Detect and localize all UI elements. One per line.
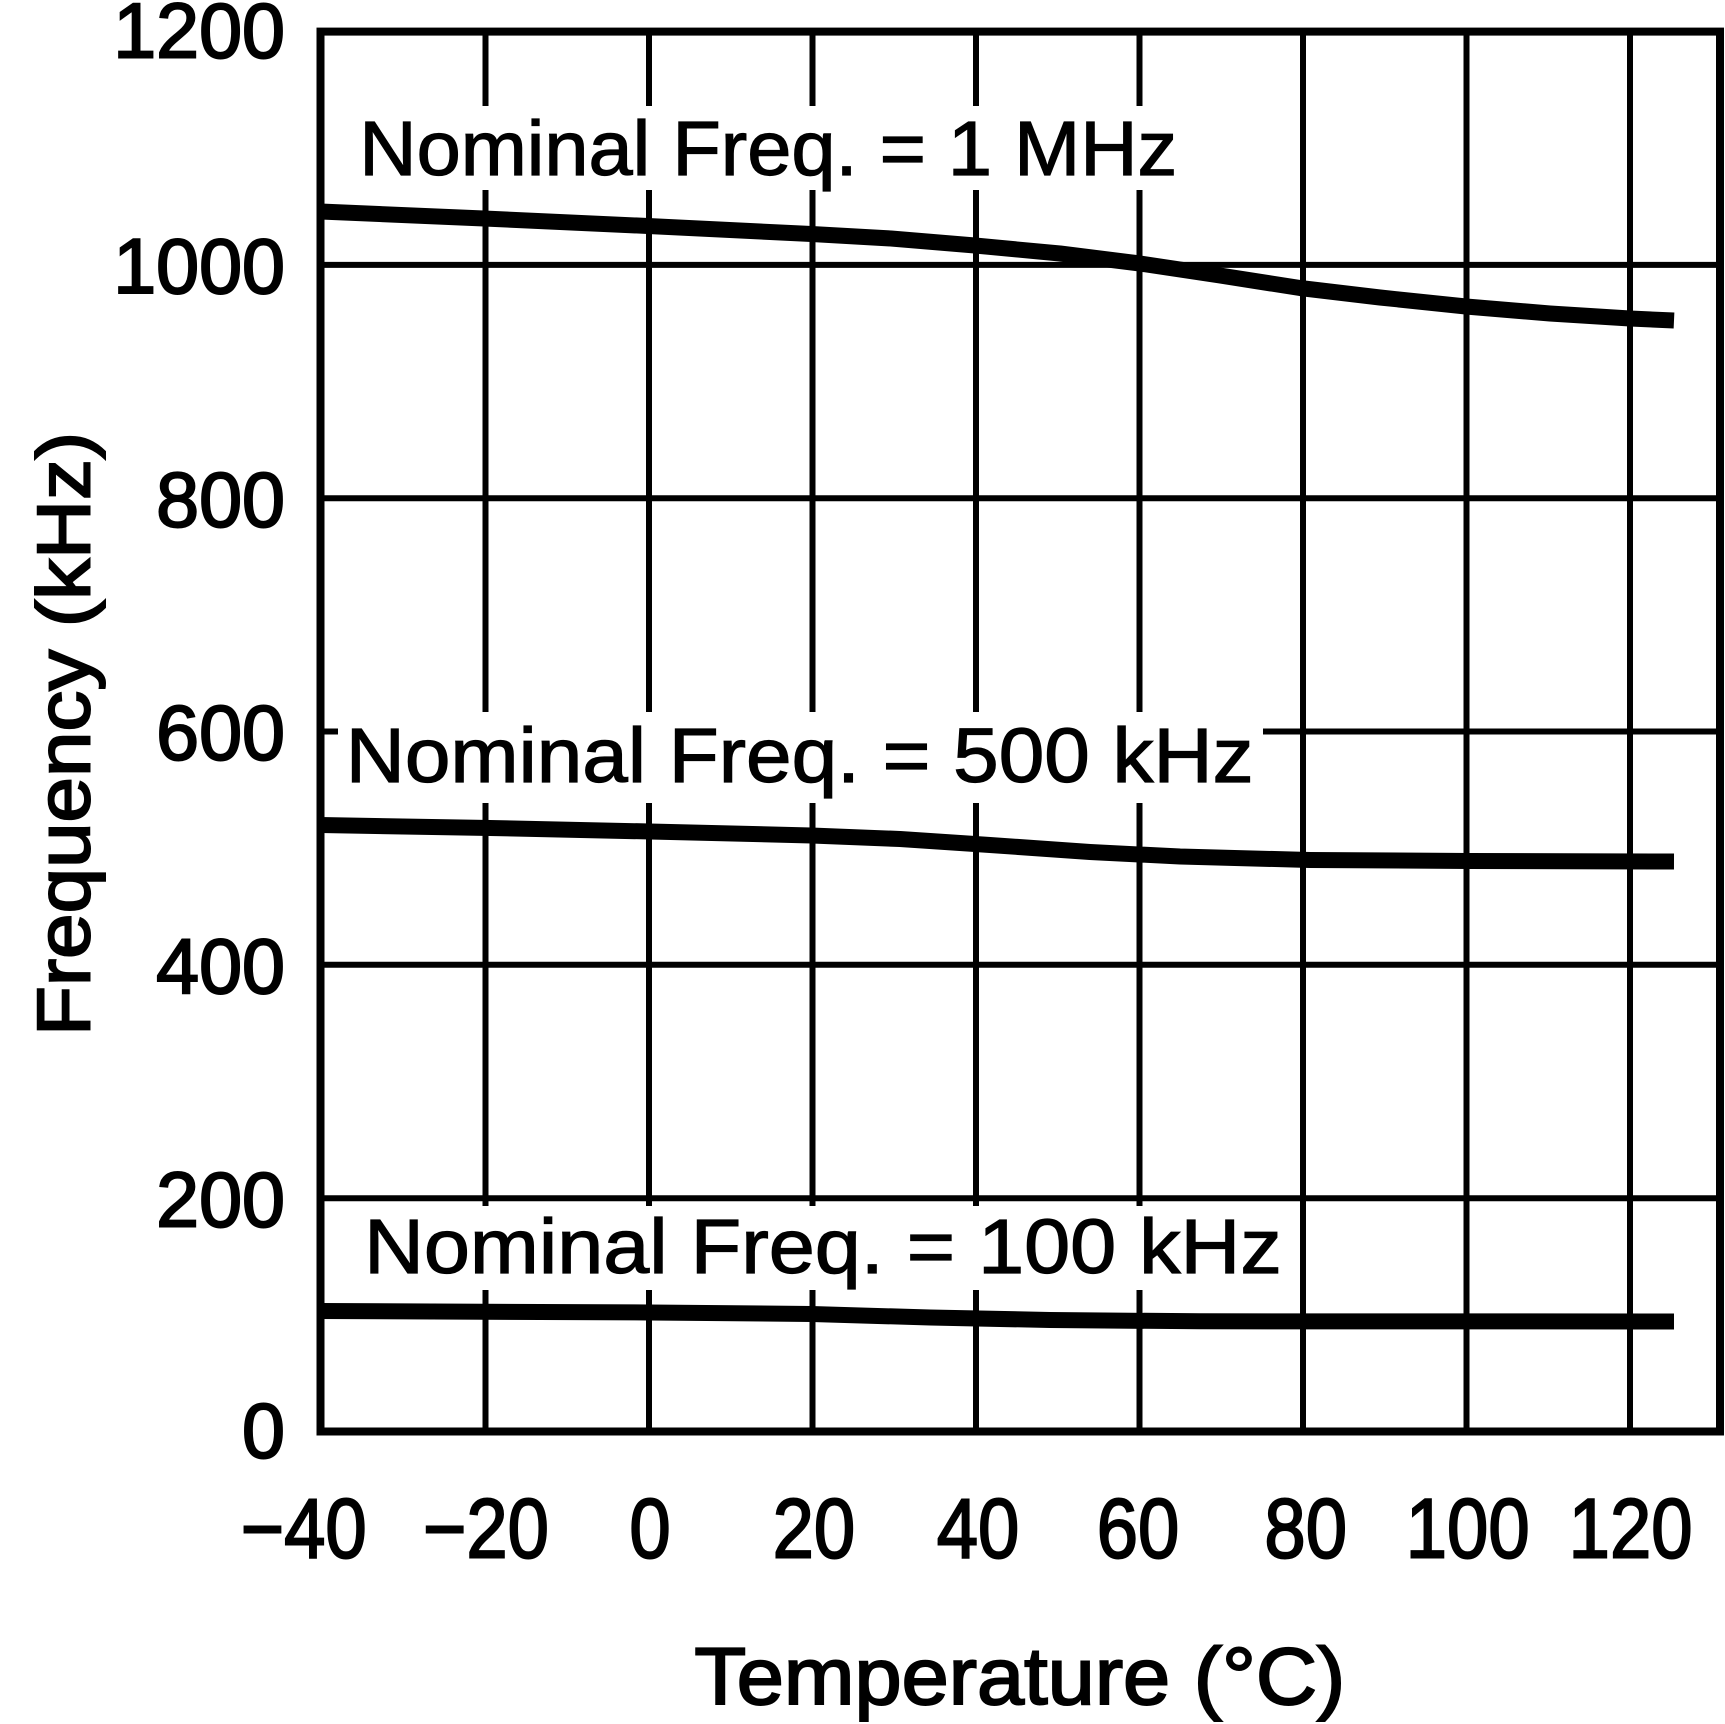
svg-text:Frequency (kHz): Frequency (kHz) bbox=[22, 432, 106, 1036]
svg-text:400: 400 bbox=[156, 924, 285, 1010]
svg-text:40: 40 bbox=[937, 1481, 1020, 1575]
svg-text:120: 120 bbox=[1569, 1481, 1693, 1575]
svg-text:−20: −20 bbox=[423, 1481, 549, 1575]
svg-text:60: 60 bbox=[1097, 1481, 1180, 1575]
svg-text:100: 100 bbox=[1406, 1481, 1530, 1575]
svg-text:0: 0 bbox=[629, 1481, 670, 1575]
svg-text:800: 800 bbox=[156, 457, 285, 543]
svg-text:1000: 1000 bbox=[113, 224, 285, 310]
svg-text:Nominal Freq. = 1 MHz: Nominal Freq. = 1 MHz bbox=[359, 105, 1177, 192]
svg-text:200: 200 bbox=[156, 1157, 285, 1243]
svg-text:−40: −40 bbox=[241, 1481, 367, 1575]
svg-text:Nominal Freq. = 500 kHz: Nominal Freq. = 500 kHz bbox=[346, 712, 1254, 798]
svg-text:Temperature (°C): Temperature (°C) bbox=[694, 1631, 1345, 1722]
svg-text:20: 20 bbox=[773, 1481, 856, 1575]
svg-text:Nominal Freq. = 100 kHz: Nominal Freq. = 100 kHz bbox=[364, 1204, 1282, 1290]
svg-text:0: 0 bbox=[242, 1388, 285, 1474]
svg-text:80: 80 bbox=[1264, 1481, 1347, 1575]
svg-text:600: 600 bbox=[156, 690, 285, 776]
svg-text:1200: 1200 bbox=[113, 0, 285, 75]
